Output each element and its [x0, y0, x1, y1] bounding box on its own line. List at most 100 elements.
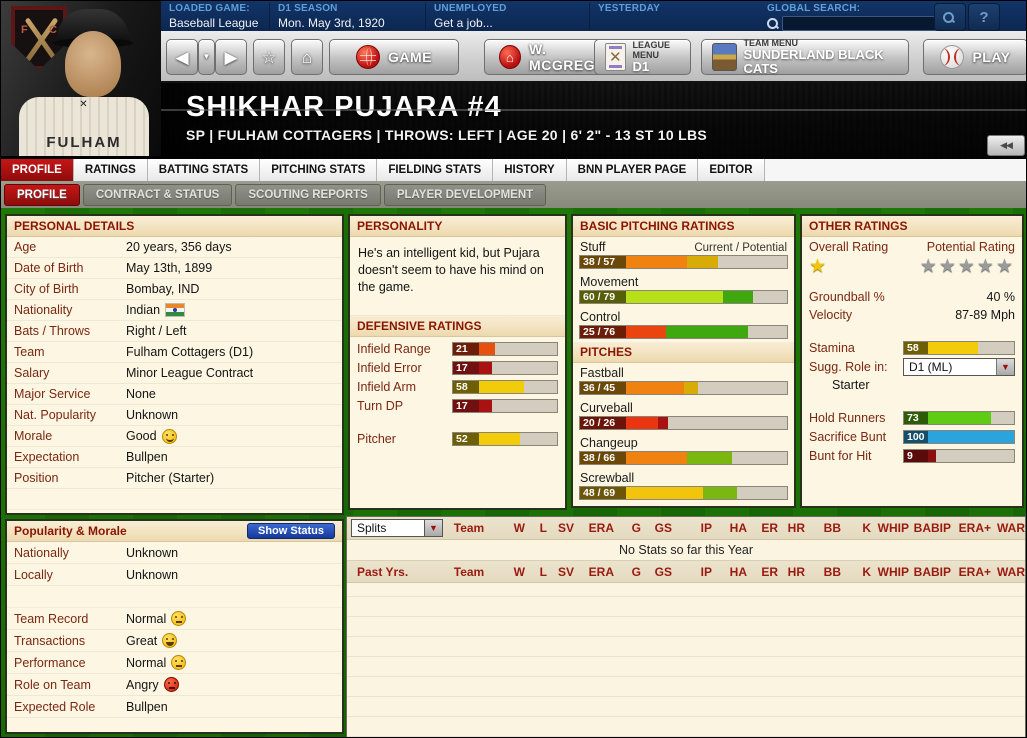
stats-col-gs[interactable]: GS: [654, 521, 672, 535]
stats-col-bb[interactable]: BB: [823, 521, 841, 535]
potential-rating-label: Potential Rating: [926, 240, 1015, 254]
stats-col-ip[interactable]: IP: [700, 564, 712, 579]
stats-col-team[interactable]: Team: [453, 521, 485, 535]
play-button[interactable]: PLAY: [923, 39, 1026, 75]
collapse-header-button[interactable]: ◀◀: [987, 135, 1025, 156]
stats-col-er[interactable]: ER: [761, 564, 778, 579]
subtab-profile[interactable]: PROFILE: [4, 183, 80, 206]
splits-dropdown[interactable]: Splits ▼: [351, 519, 443, 537]
history-dropdown-button[interactable]: ▼: [198, 39, 215, 75]
player-face: [65, 31, 121, 97]
favorites-button[interactable]: ☆: [253, 39, 285, 75]
detail-value: Bullpen: [126, 699, 168, 714]
star-empty-icon: ★: [938, 256, 958, 277]
rating-bar-fill: [479, 342, 496, 355]
stats-col-team[interactable]: Team: [453, 564, 485, 579]
stats-col-er[interactable]: ER: [761, 521, 778, 535]
forward-button[interactable]: ▶: [215, 39, 247, 75]
stats-col-whip[interactable]: WHIP: [877, 564, 909, 579]
rating-row: Pitcher 52: [350, 429, 565, 448]
tab-batting-stats[interactable]: BATTING STATS: [147, 159, 261, 181]
employment-value: Get a job...: [434, 16, 493, 30]
stats-col-w[interactable]: W: [513, 564, 525, 579]
stats-col-w[interactable]: W: [513, 521, 525, 535]
subtab-scouting-reports[interactable]: SCOUTING REPORTS: [235, 183, 381, 206]
detail-label: Salary: [14, 366, 50, 380]
season-label: D1 SEASON: [278, 3, 338, 14]
rating-bar-track: [626, 452, 787, 464]
stats-col-era[interactable]: ERA: [588, 564, 614, 579]
rating-label: Control: [580, 310, 621, 324]
tab-pitching-stats[interactable]: PITCHING STATS: [260, 159, 378, 181]
stats-col-k[interactable]: K: [862, 564, 871, 579]
rating-label-row: Curveball: [573, 398, 794, 416]
rating-row: Infield Arm 58: [350, 377, 565, 396]
rating-bar: 25 / 76: [579, 325, 788, 339]
stats-col-war[interactable]: WAR: [997, 521, 1025, 535]
stats-col-ip[interactable]: IP: [700, 521, 712, 535]
rating-label: Changeup: [580, 436, 638, 450]
stats-col-sv[interactable]: SV: [557, 564, 574, 579]
no-stats-message: No Stats so far this Year: [347, 540, 1025, 561]
show-status-button[interactable]: Show Status: [246, 523, 335, 539]
rating-bar-track: [479, 342, 557, 355]
stats-col-l[interactable]: L: [539, 564, 547, 579]
home-button[interactable]: ⌂: [291, 39, 323, 75]
tab-history[interactable]: HISTORY: [493, 159, 567, 181]
other-ratings-panel: OTHER RATINGS Overall Rating Potential R…: [800, 214, 1024, 508]
search-button[interactable]: [934, 3, 966, 31]
rating-bar-track: [479, 432, 557, 445]
season-section: D1 SEASON Mon. May 3rd, 1920: [269, 3, 385, 30]
rating-bar-fill: [687, 256, 718, 268]
game-menu-button[interactable]: GAME: [329, 39, 459, 75]
team-menu-button[interactable]: TEAM MENU SUNDERLAND BLACK CATS: [701, 38, 909, 76]
stats-col-babip[interactable]: BABIP: [913, 564, 951, 579]
stats-col-k[interactable]: K: [862, 521, 871, 535]
stats-col-war[interactable]: WAR: [997, 564, 1025, 579]
rating-row: Turn DP 17: [350, 396, 565, 415]
stats-col-l[interactable]: L: [539, 521, 547, 535]
tab-profile[interactable]: PROFILE: [1, 159, 74, 181]
detail-label: Performance: [14, 655, 86, 670]
stats-col-era[interactable]: ERA+: [958, 564, 991, 579]
sugg-role-dropdown[interactable]: D1 (ML) ▼: [903, 357, 1015, 376]
stats-col-hr[interactable]: HR: [787, 564, 805, 579]
back-button[interactable]: ◀: [166, 39, 198, 75]
spacer: [350, 415, 565, 429]
rating-bar: 20 / 26: [579, 416, 788, 430]
stats-col-ha[interactable]: HA: [729, 521, 747, 535]
rating-bar-track: [479, 361, 557, 374]
chevron-down-icon: ▼: [424, 519, 443, 537]
tab-ratings[interactable]: RATINGS: [73, 159, 148, 181]
stats-col-g[interactable]: G: [631, 521, 641, 535]
stats-col-era[interactable]: ERA: [588, 521, 614, 535]
rating-label: Sacrifice Bunt: [809, 429, 887, 444]
global-search-input[interactable]: [782, 16, 940, 31]
stats-col-sv[interactable]: SV: [557, 521, 574, 535]
detail-label: Morale: [14, 429, 53, 443]
stats-col-ha[interactable]: HA: [729, 564, 747, 579]
tab-editor[interactable]: EDITOR: [698, 159, 765, 181]
detail-value: Fulham Cottagers (D1): [126, 345, 254, 359]
rating-bar-fill: [626, 452, 688, 464]
basic-pitching-rows: Stuff Current / Potential 38 / 57 Movement 6…: [573, 237, 794, 342]
tab-bnn-player-page[interactable]: BNN PLAYER PAGE: [566, 159, 699, 181]
detail-value: Right / Left: [126, 324, 187, 338]
stats-col-era[interactable]: ERA+: [958, 521, 991, 535]
stats-col-hr[interactable]: HR: [787, 521, 805, 535]
subtab-contract-status[interactable]: CONTRACT & STATUS: [82, 183, 233, 206]
defensive-ratings-title: DEFENSIVE RATINGS: [350, 316, 565, 337]
stats-col-gs[interactable]: GS: [654, 564, 672, 579]
help-button[interactable]: ?: [968, 3, 1000, 31]
stats-col-babip[interactable]: BABIP: [913, 521, 951, 535]
manager-home-icon: ⌂: [499, 45, 522, 69]
stats-col-bb[interactable]: BB: [823, 564, 841, 579]
stats-col-whip[interactable]: WHIP: [877, 521, 909, 535]
rating-bar-fill: [626, 487, 704, 499]
rating-bar-track: [479, 380, 557, 393]
subtab-player-development[interactable]: PLAYER DEVELOPMENT: [383, 183, 547, 206]
stats-col-g[interactable]: G: [631, 564, 641, 579]
detail-value: Bombay, IND: [126, 282, 200, 296]
league-menu-button[interactable]: ✕ LEAGUE MENU D1: [594, 39, 691, 75]
tab-fielding-stats[interactable]: FIELDING STATS: [377, 159, 494, 181]
